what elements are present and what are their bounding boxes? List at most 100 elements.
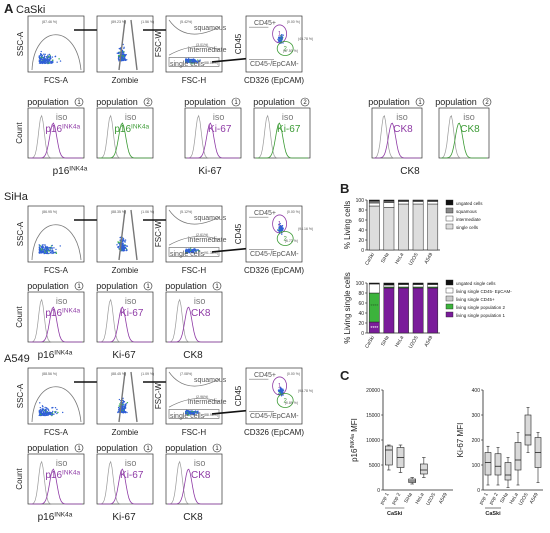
gate-xlabel: Zombie — [112, 428, 139, 437]
histogram-3: population 1 iso CK8 — [165, 281, 223, 343]
histogram-title: population — [27, 97, 69, 107]
scatter-point — [281, 227, 284, 230]
category-label: CaSki — [364, 335, 376, 350]
scatter-point — [121, 249, 124, 252]
scatter-point — [40, 411, 43, 414]
y-tick-label: 0 — [361, 248, 364, 254]
marker-curve — [99, 122, 151, 159]
scatter-point — [195, 411, 197, 413]
scatter-point — [277, 39, 280, 42]
gate-line — [249, 26, 274, 61]
scatter-point — [48, 53, 51, 56]
category-label: HeLa — [394, 252, 405, 266]
histogram-2: population 1 iso Ki-67 — [96, 443, 154, 505]
scatter-point — [117, 411, 119, 414]
significance-mark: **** — [370, 304, 378, 310]
scatter-point — [280, 226, 282, 228]
scatter-point — [117, 58, 120, 60]
histogram-title: population — [96, 281, 138, 291]
gate-plot-1 — [27, 367, 85, 425]
gate-plot-2 — [96, 205, 154, 263]
y-tick-label: 80 — [358, 291, 364, 297]
scatter-point — [44, 411, 46, 413]
scatter-point — [280, 387, 282, 390]
scatter-point — [40, 413, 43, 415]
y-tick-label: 100 — [356, 198, 365, 204]
scatter-point — [199, 59, 201, 61]
legend-swatch — [445, 207, 454, 214]
scatter-point — [51, 61, 53, 64]
scatter-point — [41, 244, 44, 246]
marker-label: Ki-67 — [120, 470, 144, 481]
scatter-point — [48, 246, 50, 249]
bar-segment — [368, 205, 380, 251]
histogram-xlabel: Ki-67 — [112, 350, 136, 361]
scatter-point — [118, 405, 120, 407]
scatter-point — [46, 414, 49, 416]
row-siha: SiHa SSC-A FCS-A (86.95 %) Zombie (88.35 %) (1… — [4, 191, 313, 361]
gate-plot-4: 12 — [245, 15, 303, 73]
scatter-point — [117, 246, 119, 248]
bar-segment — [398, 284, 409, 288]
scatter-point — [282, 394, 284, 396]
bar-segment — [398, 287, 409, 334]
scatter-point — [126, 245, 129, 247]
scatter-point — [185, 412, 187, 415]
category-label: A549 — [529, 492, 540, 505]
legend-swatch — [445, 287, 454, 294]
significance-mark: ** — [372, 287, 377, 293]
bar-segment — [412, 282, 424, 285]
scatter-point — [280, 390, 282, 392]
population-number: 1 — [146, 446, 150, 452]
scatter-point — [47, 412, 50, 414]
gate-ylabel: FSC-W — [154, 382, 163, 409]
scatter-point — [57, 411, 59, 414]
bar-segment — [412, 284, 424, 288]
scatter-point — [282, 389, 285, 392]
scatter-point — [187, 413, 189, 415]
marker-curve — [30, 122, 82, 159]
scatter-point — [49, 412, 51, 415]
scatter-point — [40, 61, 42, 63]
scatter-point — [186, 59, 189, 61]
scatter-point — [44, 246, 47, 248]
scatter-point — [50, 412, 53, 414]
cell-line-label: CaSki — [16, 4, 45, 16]
scatter-point — [121, 53, 123, 56]
scatter-point — [281, 34, 283, 36]
gate-line — [31, 224, 82, 261]
scatter-point — [43, 250, 45, 252]
scatter-point — [193, 59, 196, 61]
scatter-point — [196, 410, 198, 413]
histogram-6: population 2 iso CK8 — [435, 97, 492, 159]
marker-label: Ki-67 — [120, 308, 144, 319]
scatter-point — [195, 59, 197, 62]
category-label: U2OS — [408, 251, 420, 266]
gate-ylabel: SSC-A — [16, 221, 25, 246]
gate-xlabel: Zombie — [112, 76, 139, 85]
marker-label: CK8 — [191, 308, 211, 319]
iso-label: iso — [56, 458, 68, 468]
population-circle — [300, 97, 310, 107]
scatter-point — [47, 408, 49, 410]
scatter-point — [39, 406, 42, 409]
scatter-point — [53, 413, 55, 415]
scatter-point — [52, 252, 55, 254]
scatter-point — [122, 403, 124, 406]
scatter-point — [188, 411, 191, 414]
iso-label: iso — [125, 112, 137, 122]
histogram-title: population — [368, 97, 410, 107]
scatter-point — [124, 404, 126, 406]
histogram-frame — [165, 291, 223, 343]
scatter-point — [196, 412, 199, 414]
gate-ellipse-pop1 — [272, 376, 288, 396]
scatter-point — [124, 54, 127, 56]
gate-label-cd45-epcam: CD45-/EpCAM- — [250, 61, 299, 68]
plot-frame — [245, 15, 303, 73]
histogram-3: population 1 iso Ki-67 — [184, 97, 242, 159]
category-label: A549 — [423, 335, 434, 348]
scatter-point — [124, 406, 127, 408]
scatter-point — [46, 60, 49, 63]
gate-line — [249, 378, 274, 413]
scatter-point — [193, 61, 196, 63]
